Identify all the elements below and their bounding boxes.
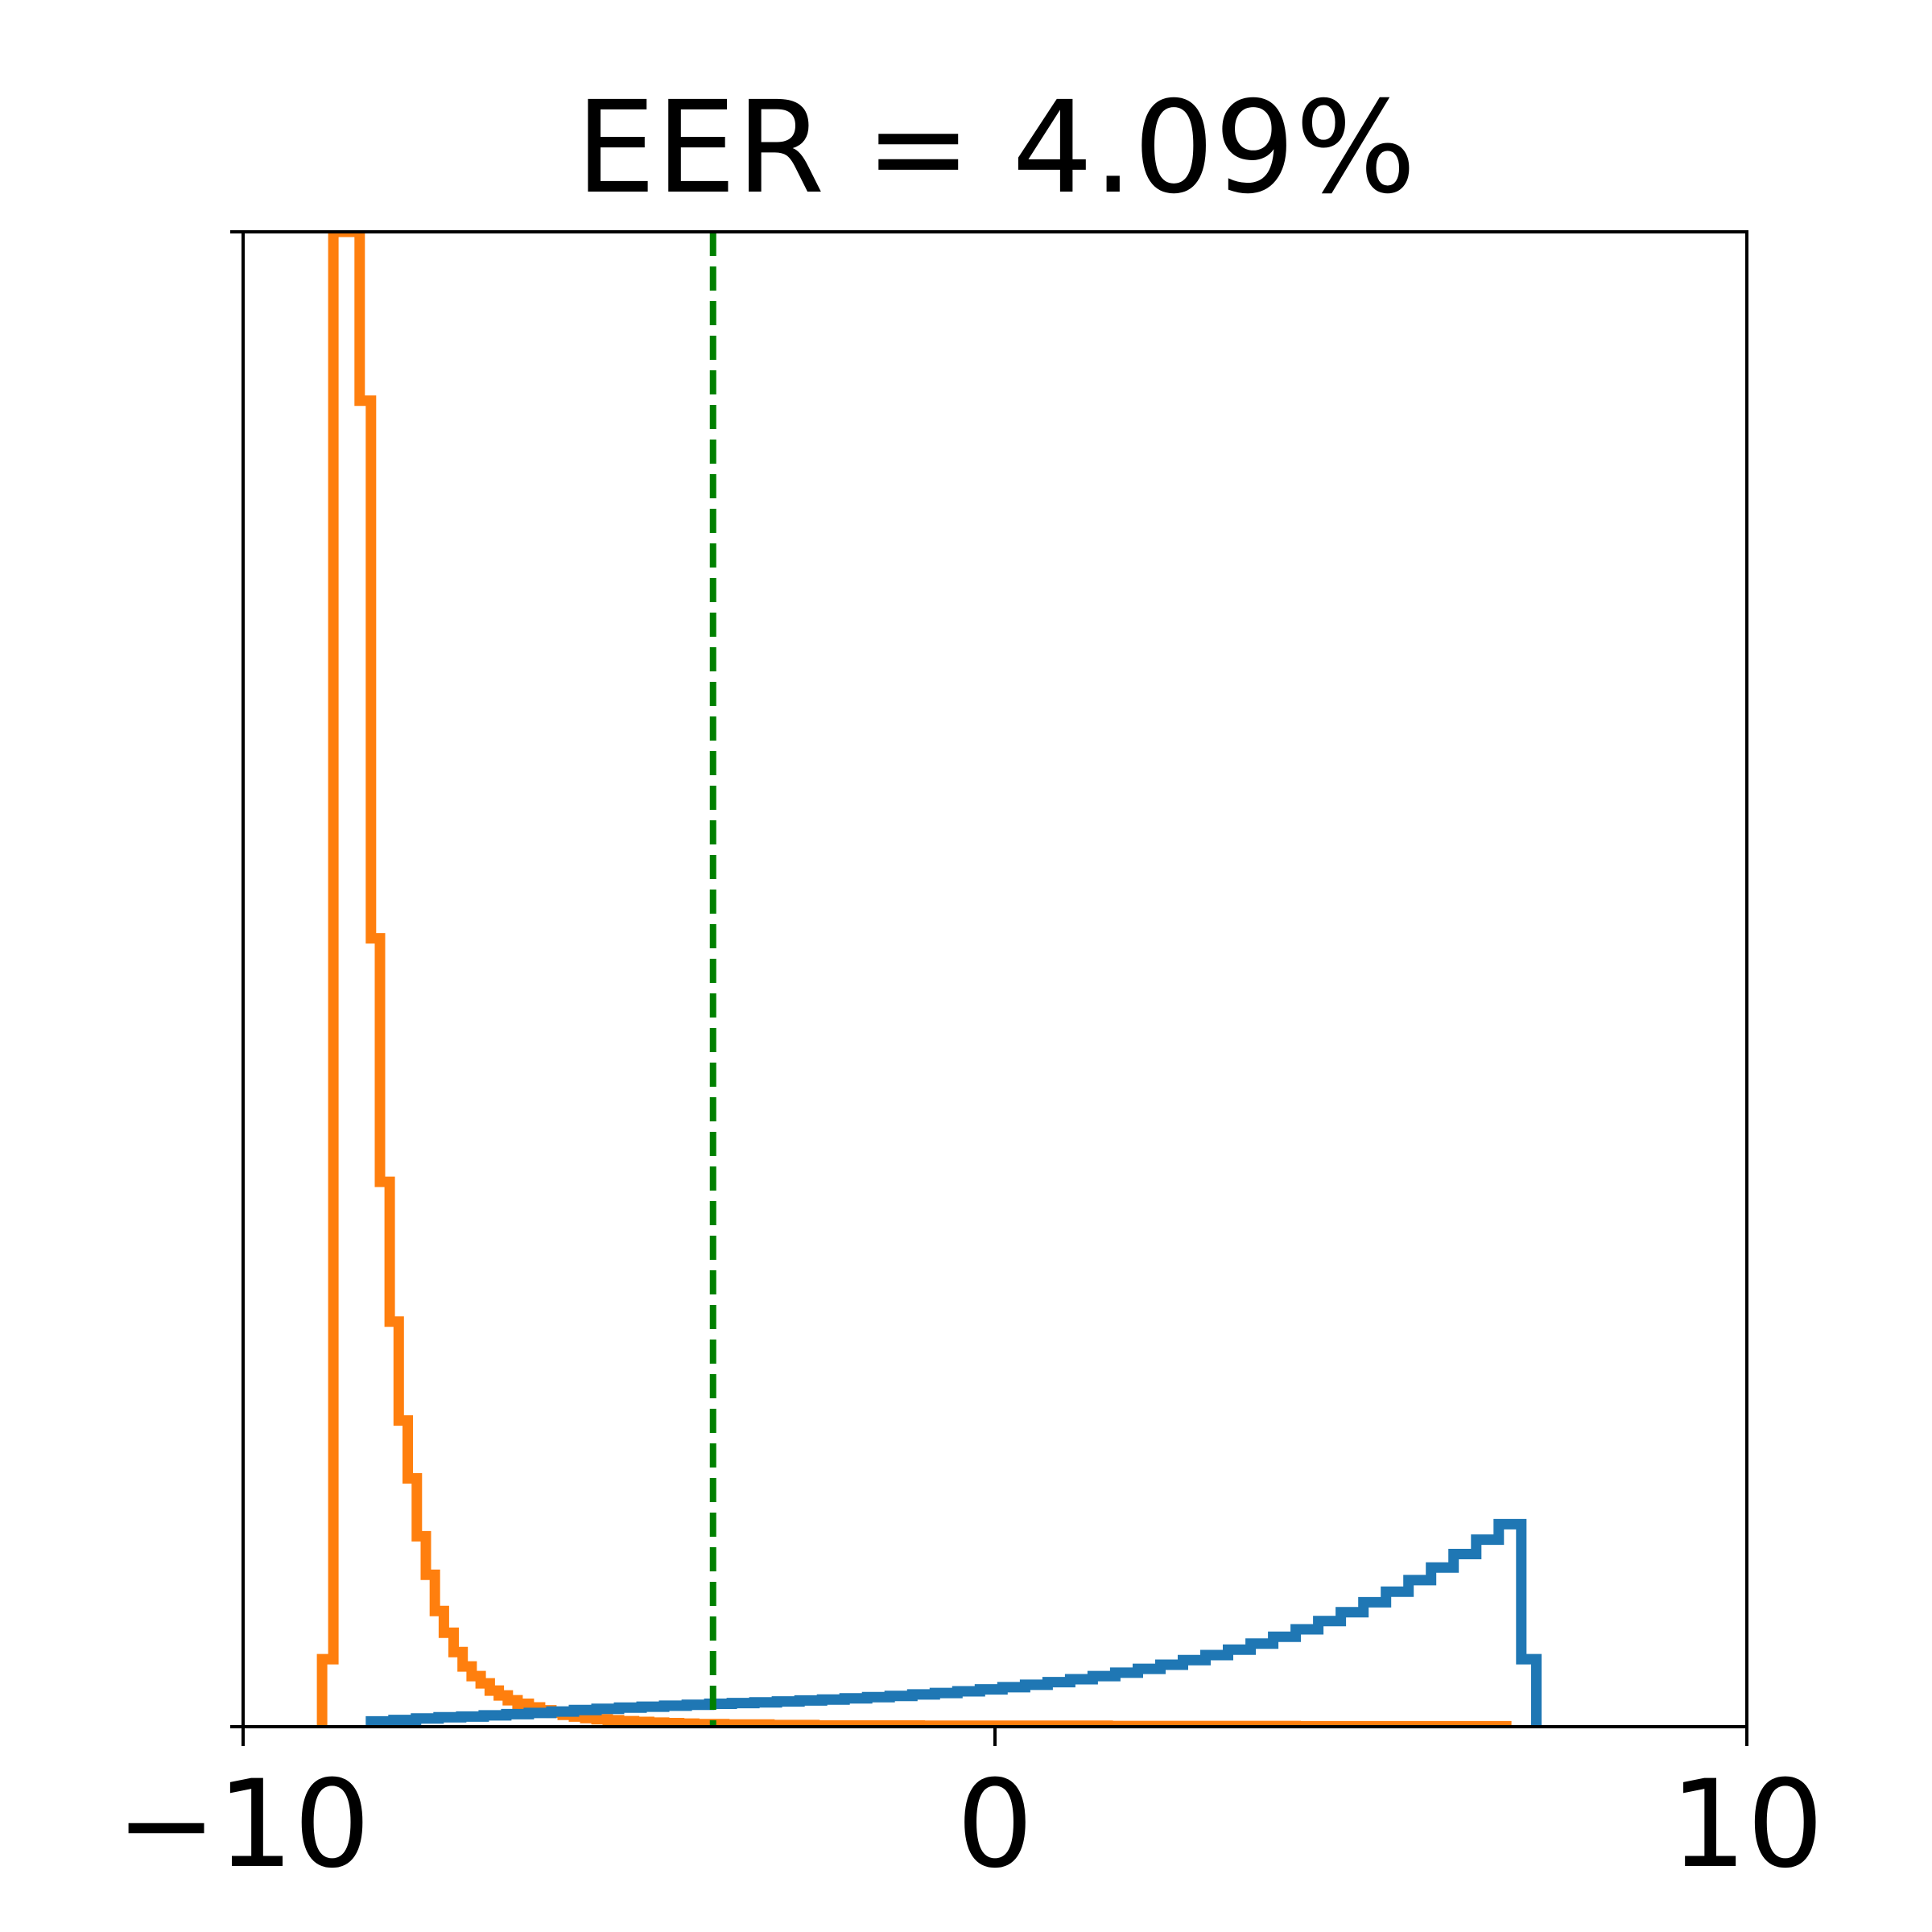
chart-title: EER = 4.09% bbox=[576, 74, 1416, 222]
axes-frame bbox=[242, 230, 1748, 1728]
x-tick-label: 0 bbox=[956, 1755, 1033, 1895]
histogram-outline-0 bbox=[316, 232, 1512, 1727]
x-tick-label: 10 bbox=[1670, 1755, 1824, 1895]
x-tick-label: −10 bbox=[116, 1755, 371, 1895]
series-layer bbox=[316, 232, 1542, 1727]
histogram-series-1 bbox=[365, 1518, 1542, 1727]
histogram-outline-1 bbox=[365, 1518, 1542, 1727]
histogram-series-0 bbox=[316, 232, 1512, 1727]
plot-area: −10 0 10 bbox=[116, 230, 1824, 1895]
ticks-layer: −10 0 10 bbox=[116, 230, 1824, 1895]
